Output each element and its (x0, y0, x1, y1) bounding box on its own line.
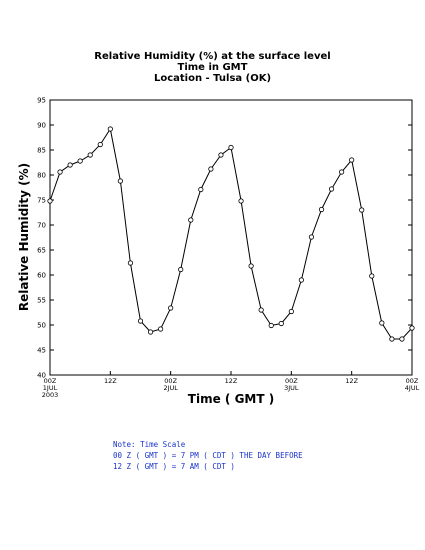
chart-subtitle: Time in GMT (177, 62, 248, 73)
data-point (208, 166, 214, 172)
data-point (318, 206, 325, 213)
chart-title: Relative Humidity (%) at the surface lev… (94, 51, 331, 62)
y-tick-label: 45 (37, 347, 46, 355)
data-point (288, 308, 294, 315)
data-point (409, 325, 415, 331)
data-point (77, 158, 83, 164)
data-point (389, 336, 395, 342)
y-tick-label: 95 (37, 97, 46, 105)
y-tick-label: 75 (37, 197, 46, 205)
data-point (107, 126, 113, 132)
series-points (47, 126, 415, 342)
data-point (218, 152, 224, 158)
data-point (67, 162, 73, 168)
y-axis-label: Relative Humidity (%) (17, 163, 31, 311)
y-tick-label: 60 (37, 272, 46, 280)
x-tick-label: 2003 (42, 391, 59, 399)
x-tick-label: 12Z (104, 377, 117, 385)
x-tick-label: 00Z (406, 377, 419, 385)
y-tick-label: 80 (37, 172, 46, 180)
plot-frame (49, 99, 413, 376)
chart-location: Location - Tulsa (OK) (153, 73, 272, 84)
y-tick-label: 50 (37, 322, 46, 330)
data-point (57, 169, 63, 175)
data-point (379, 320, 385, 326)
data-point (328, 186, 335, 192)
data-point (117, 178, 123, 184)
data-point (258, 307, 264, 313)
data-point (168, 305, 174, 311)
x-axis-label: Time ( GMT ) (188, 392, 274, 406)
x-tick-label: 00Z (44, 377, 57, 385)
y-tick-label: 40 (37, 372, 46, 380)
series-line (49, 127, 413, 340)
data-point (339, 169, 345, 175)
data-point (127, 260, 134, 266)
data-point (198, 186, 204, 193)
x-tick-label: 3JUL (284, 384, 299, 392)
x-tick-label: 12Z (345, 377, 358, 385)
data-point (399, 336, 405, 342)
y-tick-label: 70 (37, 222, 46, 230)
data-point (308, 234, 315, 240)
note-line-12z: 12 Z ( GMT ) = 7 AM ( CDT ) (113, 462, 235, 471)
y-tick-label: 85 (37, 147, 46, 155)
x-tick-label: 00Z (285, 377, 298, 385)
data-point (238, 198, 244, 204)
data-point (47, 198, 53, 204)
x-tick-label: 4JUL (405, 384, 420, 392)
y-tick-label: 90 (37, 122, 46, 130)
data-point (359, 207, 365, 213)
y-axis: 40 45 50 55 60 65 70 75 80 85 90 95 (37, 97, 412, 380)
data-point (188, 217, 194, 223)
x-tick-label: 00Z (164, 377, 177, 385)
data-point (248, 263, 254, 269)
data-point (97, 141, 103, 148)
y-tick-label: 65 (37, 247, 46, 255)
note-title: Note: Time Scale (113, 440, 186, 449)
note-line-00z: 00 Z ( GMT ) = 7 PM ( CDT ) THE DAY BEFO… (113, 451, 303, 460)
x-tick-label: 12Z (225, 377, 238, 385)
y-tick-label: 55 (37, 297, 46, 305)
data-point (278, 320, 284, 327)
data-point (268, 322, 274, 329)
data-point (178, 266, 184, 273)
data-point (87, 152, 93, 158)
data-point (147, 329, 154, 335)
data-point (369, 273, 375, 279)
data-point (158, 326, 164, 332)
x-tick-label: 2JUL (163, 384, 178, 392)
data-point (228, 144, 234, 151)
data-point (298, 277, 304, 283)
x-tick-label: 1JUL (43, 384, 58, 392)
data-point (137, 318, 144, 324)
data-point (349, 157, 355, 163)
